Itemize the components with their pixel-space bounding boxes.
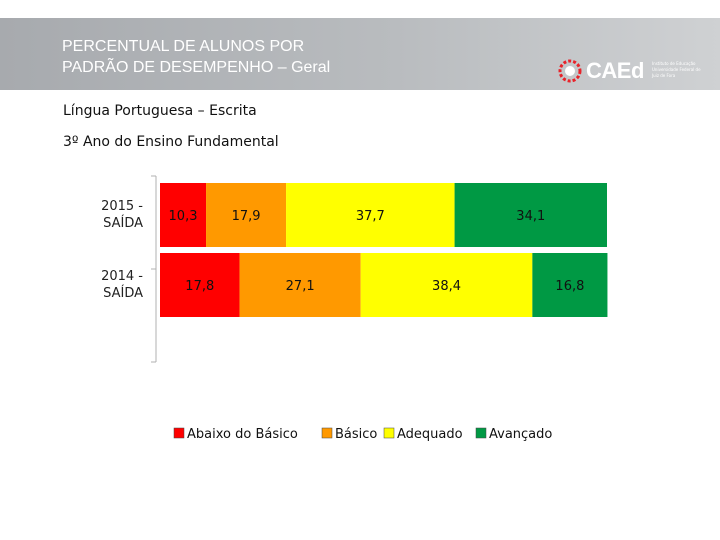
caed-logo-icon: [558, 59, 582, 83]
bar-segment: [360, 253, 533, 317]
caed-logo: CAEd Instituto de Educação Universidade …: [558, 58, 701, 84]
data-label: 27,1: [286, 279, 315, 294]
page-title-line1: PERCENTUAL DE ALUNOS POR: [62, 38, 305, 55]
page-title-line2: PADRÃO DE DESEMPENHO – Geral: [62, 59, 331, 76]
bar-segment: [532, 253, 608, 317]
page-title: PERCENTUAL DE ALUNOS POR PADRÃO DE DESEM…: [62, 36, 502, 78]
data-label: 37,7: [356, 209, 385, 224]
data-label: 38,4: [432, 279, 461, 294]
bar-segment: [239, 253, 361, 317]
data-label: 16,8: [555, 279, 584, 294]
logo-subtext: Instituto de Educação Universidade Feder…: [652, 61, 701, 78]
legend-label: Adequado: [397, 427, 463, 442]
legend-label: Avançado: [489, 427, 552, 442]
data-label: 17,9: [232, 209, 261, 224]
subject-label: Língua Portuguesa – Escrita: [63, 103, 257, 119]
category-label: 2014 -SAÍDA: [101, 269, 143, 301]
data-label: 17,8: [185, 279, 214, 294]
bar-segment: [206, 183, 287, 247]
legend-swatch: [475, 427, 487, 439]
grade-label: 3º Ano do Ensino Fundamental: [63, 134, 279, 150]
legend-swatch: [173, 427, 185, 439]
bar-segment: [286, 183, 455, 247]
legend-label: Básico: [335, 427, 377, 442]
legend-swatch: [321, 427, 333, 439]
category-label: 2015 -SAÍDA: [101, 199, 143, 231]
data-label: 10,3: [169, 209, 198, 224]
bar-segment: [160, 253, 240, 317]
bar-segment: [160, 183, 207, 247]
bar-segment: [454, 183, 607, 247]
data-label: 34,1: [516, 209, 545, 224]
logo-text: CAEd: [586, 58, 644, 83]
legend-label: Abaixo do Básico: [187, 427, 298, 442]
legend-swatch: [383, 427, 395, 439]
header-banner: PERCENTUAL DE ALUNOS POR PADRÃO DE DESEM…: [0, 18, 720, 90]
